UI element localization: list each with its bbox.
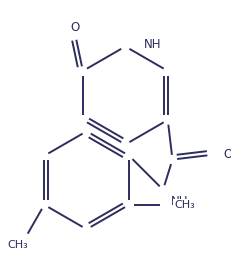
Text: O: O xyxy=(223,148,231,161)
Text: CH₃: CH₃ xyxy=(7,240,28,250)
Text: CH₃: CH₃ xyxy=(174,200,195,210)
Text: NH: NH xyxy=(171,195,188,208)
Text: O: O xyxy=(71,21,80,34)
Text: NH: NH xyxy=(144,38,162,51)
